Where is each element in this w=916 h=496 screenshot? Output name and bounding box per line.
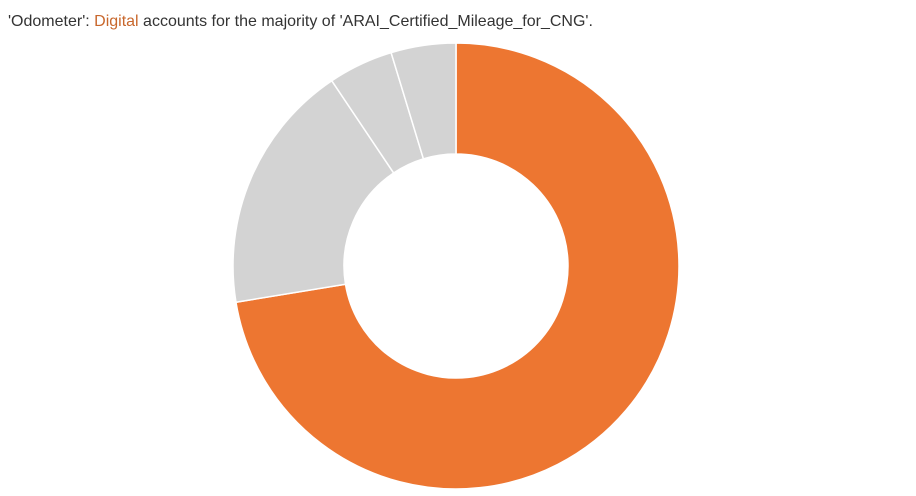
donut-slice-1 xyxy=(235,42,680,490)
donut-slice-2 xyxy=(232,79,395,304)
chart-title: 'Odometer': Digital accounts for the maj… xyxy=(8,12,593,32)
donut-slice-4 xyxy=(390,42,457,160)
title-highlight: Digital xyxy=(94,13,139,30)
title-suffix: . xyxy=(588,13,593,30)
title-prefix: 'Odometer': xyxy=(8,13,95,30)
title-subject: 'ARAI_Certified_Mileage_for_CNG' xyxy=(339,13,589,30)
title-middle: accounts for the majority of xyxy=(138,13,340,30)
